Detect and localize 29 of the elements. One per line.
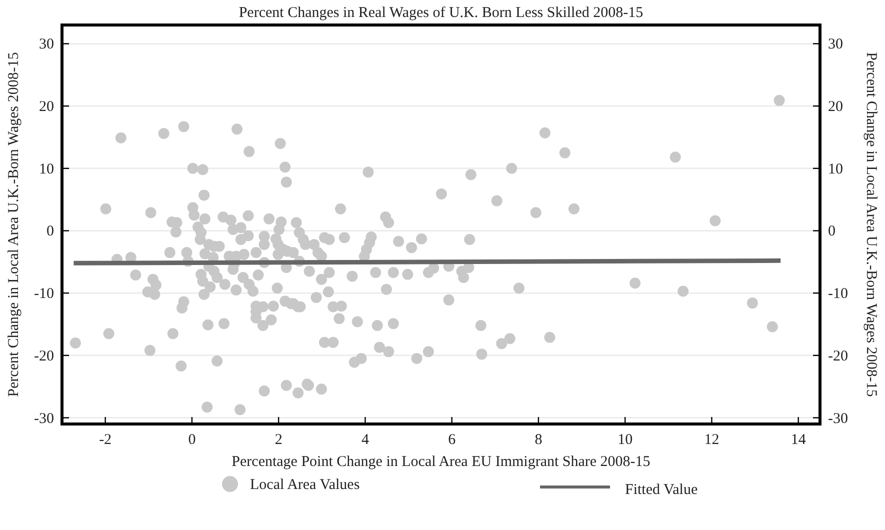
x-tick-label: 12 xyxy=(704,432,720,448)
x-tick-label: 14 xyxy=(790,432,806,448)
y-tick-label: 10 xyxy=(39,161,54,178)
x-tick-label: 8 xyxy=(534,432,542,448)
y-tick-label: -30 xyxy=(34,410,54,427)
legend-label: Local Area Values xyxy=(250,477,360,493)
x-axis-title: Percentage Point Change in Local Area EU Immigrant Share 2008-15 xyxy=(232,454,650,470)
x-tick-label: 0 xyxy=(188,432,196,448)
y-tick-label: 20 xyxy=(39,99,54,116)
y-axis-title: Percent Change in Local Area U.K.-Born Wages 2008-15 xyxy=(6,52,22,397)
y-tick-label: -20 xyxy=(34,348,54,364)
y-tick-label: 0 xyxy=(46,224,54,240)
legend-label: Fitted Value xyxy=(625,482,698,498)
chart-title: Percent Changes in Real Wages of U.K. Born Less Skilled 2008-15 xyxy=(238,5,644,21)
y2-tick-label: -20 xyxy=(828,348,848,364)
y2-tick-label: 10 xyxy=(828,161,843,178)
x-tick-label: -2 xyxy=(99,432,112,448)
x-tick-label: 6 xyxy=(448,432,456,448)
y-tick-label: -10 xyxy=(34,286,54,302)
x-tick-label: 2 xyxy=(274,432,282,448)
y-tick-label: 30 xyxy=(39,36,54,53)
y2-axis-title: Percent Change in Local Area U.K.-Born Wages 2008-15 xyxy=(863,52,879,397)
x-tick-label: 10 xyxy=(618,432,633,448)
y2-tick-label: 0 xyxy=(828,224,836,240)
y2-tick-label: -10 xyxy=(828,286,848,302)
y2-tick-label: 20 xyxy=(828,99,843,116)
y2-tick-label: -30 xyxy=(828,410,848,427)
y2-tick-label: 30 xyxy=(828,36,843,53)
x-tick-label: 4 xyxy=(361,432,370,448)
